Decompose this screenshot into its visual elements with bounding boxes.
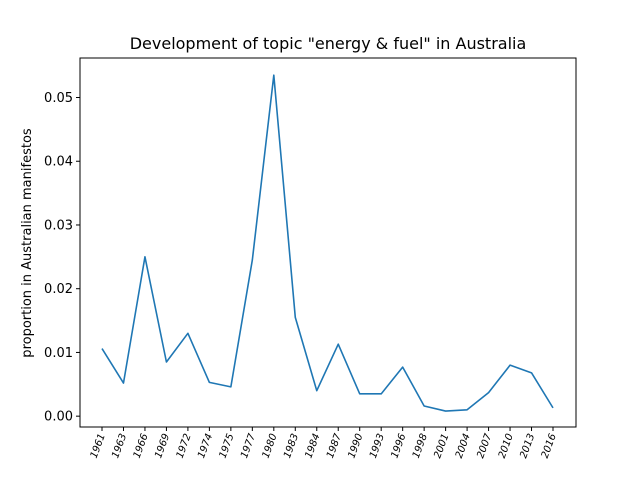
x-tick-label: 1977 — [239, 432, 258, 460]
series-line — [101, 74, 554, 412]
y-axis-ticks: 0.00 0.01 0.02 0.03 0.04 0.05 — [44, 91, 80, 425]
x-tick-label: 2013 — [518, 432, 537, 460]
chart-title: Development of topic "energy & fuel" in … — [130, 34, 527, 53]
x-tick-label: 1993 — [368, 432, 387, 460]
x-tick-label: 1990 — [346, 432, 365, 460]
y-tick-label: 0.04 — [44, 155, 73, 170]
x-tick-label: 2007 — [475, 432, 494, 460]
y-tick-label: 0.02 — [44, 282, 73, 297]
x-tick-label: 1974 — [196, 432, 215, 460]
x-tick-label: 2001 — [432, 432, 451, 460]
y-tick-label: 0.00 — [44, 410, 73, 425]
y-tick-label: 0.05 — [44, 91, 73, 106]
series-layer — [101, 74, 554, 412]
x-tick-label: 1975 — [218, 432, 237, 460]
plot-area-frame — [79, 57, 577, 428]
x-tick-label: 1980 — [261, 432, 280, 460]
x-tick-label: 1998 — [411, 432, 430, 460]
x-tick-label: 1983 — [282, 432, 301, 460]
x-tick-label: 1996 — [389, 432, 408, 460]
y-tick-label: 0.01 — [44, 346, 73, 361]
y-axis-label: proportion in Australian manifestos — [20, 128, 35, 358]
x-tick-label: 1966 — [132, 432, 151, 460]
x-tick-label: 1969 — [153, 432, 172, 460]
x-tick-label: 1961 — [89, 432, 108, 460]
x-tick-label: 2010 — [497, 432, 516, 460]
x-tick-label: 1963 — [110, 432, 129, 460]
x-axis-ticks: 1961 1963 1966 1969 1972 1974 1975 1977 1980 1983… — [89, 427, 559, 460]
x-tick-label: 2016 — [540, 432, 559, 460]
x-tick-label: 1972 — [175, 432, 194, 460]
x-tick-label: 1987 — [325, 432, 344, 460]
y-tick-label: 0.03 — [44, 218, 73, 233]
x-tick-label: 1984 — [304, 432, 323, 460]
x-tick-label: 2004 — [454, 432, 473, 460]
